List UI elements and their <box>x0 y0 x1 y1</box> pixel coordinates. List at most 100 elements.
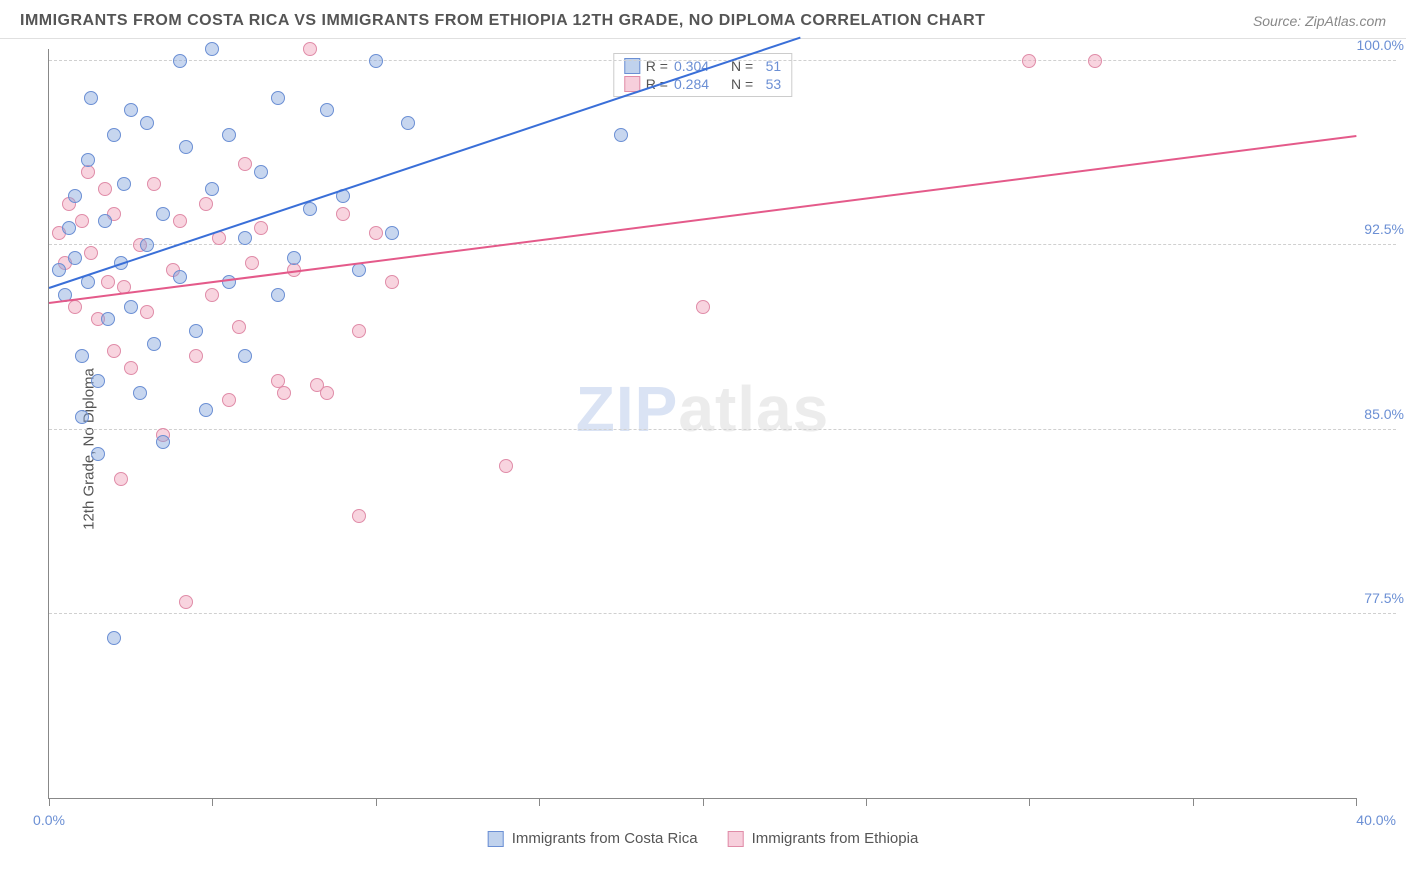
x-tick <box>49 798 50 806</box>
x-tick <box>1356 798 1357 806</box>
data-point-ethiopia <box>98 182 112 196</box>
grid-line <box>49 429 1396 430</box>
legend-item-costa-rica: Immigrants from Costa Rica <box>488 830 698 847</box>
x-tick <box>1029 798 1030 806</box>
data-point-ethiopia <box>84 246 98 260</box>
data-point-costa-rica <box>147 337 161 351</box>
data-point-costa-rica <box>287 251 301 265</box>
data-point-costa-rica <box>101 312 115 326</box>
grid-line <box>49 244 1396 245</box>
grid-line <box>49 60 1396 61</box>
data-point-costa-rica <box>117 177 131 191</box>
data-point-costa-rica <box>68 189 82 203</box>
data-point-costa-rica <box>140 238 154 252</box>
chart-title: IMMIGRANTS FROM COSTA RICA VS IMMIGRANTS… <box>20 12 985 30</box>
data-point-ethiopia <box>336 207 350 221</box>
data-point-costa-rica <box>254 165 268 179</box>
data-point-ethiopia <box>140 305 154 319</box>
y-tick-label: 92.5% <box>1364 221 1404 237</box>
data-point-costa-rica <box>320 103 334 117</box>
data-point-ethiopia <box>254 221 268 235</box>
data-point-ethiopia <box>238 157 252 171</box>
data-point-costa-rica <box>68 251 82 265</box>
watermark: ZIPatlas <box>576 372 829 446</box>
data-point-ethiopia <box>245 256 259 270</box>
data-point-ethiopia <box>1022 54 1036 68</box>
data-point-costa-rica <box>75 349 89 363</box>
data-point-ethiopia <box>68 300 82 314</box>
data-point-costa-rica <box>173 54 187 68</box>
data-point-costa-rica <box>179 140 193 154</box>
data-point-costa-rica <box>124 103 138 117</box>
data-point-costa-rica <box>271 288 285 302</box>
data-point-ethiopia <box>232 320 246 334</box>
data-point-costa-rica <box>352 263 366 277</box>
data-point-costa-rica <box>107 631 121 645</box>
data-point-ethiopia <box>303 42 317 56</box>
y-tick-label: 85.0% <box>1364 406 1404 422</box>
data-point-ethiopia <box>277 386 291 400</box>
data-point-costa-rica <box>369 54 383 68</box>
data-point-costa-rica <box>81 153 95 167</box>
data-point-ethiopia <box>385 275 399 289</box>
data-point-ethiopia <box>147 177 161 191</box>
data-point-ethiopia <box>114 472 128 486</box>
data-point-ethiopia <box>320 386 334 400</box>
data-point-ethiopia <box>75 214 89 228</box>
data-point-costa-rica <box>84 91 98 105</box>
data-point-ethiopia <box>179 595 193 609</box>
data-point-costa-rica <box>140 116 154 130</box>
data-point-costa-rica <box>303 202 317 216</box>
x-tick <box>866 798 867 806</box>
data-point-ethiopia <box>124 361 138 375</box>
legend-item-ethiopia: Immigrants from Ethiopia <box>728 830 919 847</box>
data-point-ethiopia <box>352 324 366 338</box>
data-point-costa-rica <box>205 42 219 56</box>
x-tick <box>376 798 377 806</box>
bottom-legend: Immigrants from Costa Rica Immigrants fr… <box>488 830 919 847</box>
y-tick-label: 77.5% <box>1364 590 1404 606</box>
data-point-ethiopia <box>205 288 219 302</box>
data-point-ethiopia <box>369 226 383 240</box>
data-point-ethiopia <box>499 459 513 473</box>
data-point-costa-rica <box>238 349 252 363</box>
data-point-costa-rica <box>385 226 399 240</box>
data-point-ethiopia <box>1088 54 1102 68</box>
data-point-costa-rica <box>91 447 105 461</box>
data-point-costa-rica <box>614 128 628 142</box>
data-point-costa-rica <box>205 182 219 196</box>
data-point-costa-rica <box>124 300 138 314</box>
x-axis-end-label: 40.0% <box>1356 812 1396 828</box>
data-point-costa-rica <box>156 207 170 221</box>
data-point-costa-rica <box>271 91 285 105</box>
y-tick-label: 100.0% <box>1357 37 1404 53</box>
data-point-ethiopia <box>107 344 121 358</box>
data-point-costa-rica <box>156 435 170 449</box>
data-point-costa-rica <box>98 214 112 228</box>
data-point-costa-rica <box>238 231 252 245</box>
data-point-ethiopia <box>101 275 115 289</box>
plot-area: ZIPatlas R = 0.304 N = 51 R = 0.284 N = … <box>48 49 1356 799</box>
data-point-costa-rica <box>107 128 121 142</box>
data-point-ethiopia <box>81 165 95 179</box>
data-point-costa-rica <box>62 221 76 235</box>
swatch-blue-icon <box>488 831 504 847</box>
swatch-pink-icon <box>728 831 744 847</box>
data-point-costa-rica <box>91 374 105 388</box>
x-tick <box>212 798 213 806</box>
data-point-ethiopia <box>189 349 203 363</box>
data-point-costa-rica <box>52 263 66 277</box>
data-point-costa-rica <box>173 270 187 284</box>
data-point-ethiopia <box>352 509 366 523</box>
data-point-ethiopia <box>173 214 187 228</box>
data-point-costa-rica <box>75 410 89 424</box>
data-point-ethiopia <box>222 393 236 407</box>
data-point-costa-rica <box>199 403 213 417</box>
trend-line-costa-rica <box>49 37 801 289</box>
data-point-costa-rica <box>222 128 236 142</box>
x-tick <box>703 798 704 806</box>
x-tick <box>539 798 540 806</box>
x-tick <box>1193 798 1194 806</box>
data-point-ethiopia <box>696 300 710 314</box>
chart-container: 12th Grade, No Diploma ZIPatlas R = 0.30… <box>0 39 1406 859</box>
